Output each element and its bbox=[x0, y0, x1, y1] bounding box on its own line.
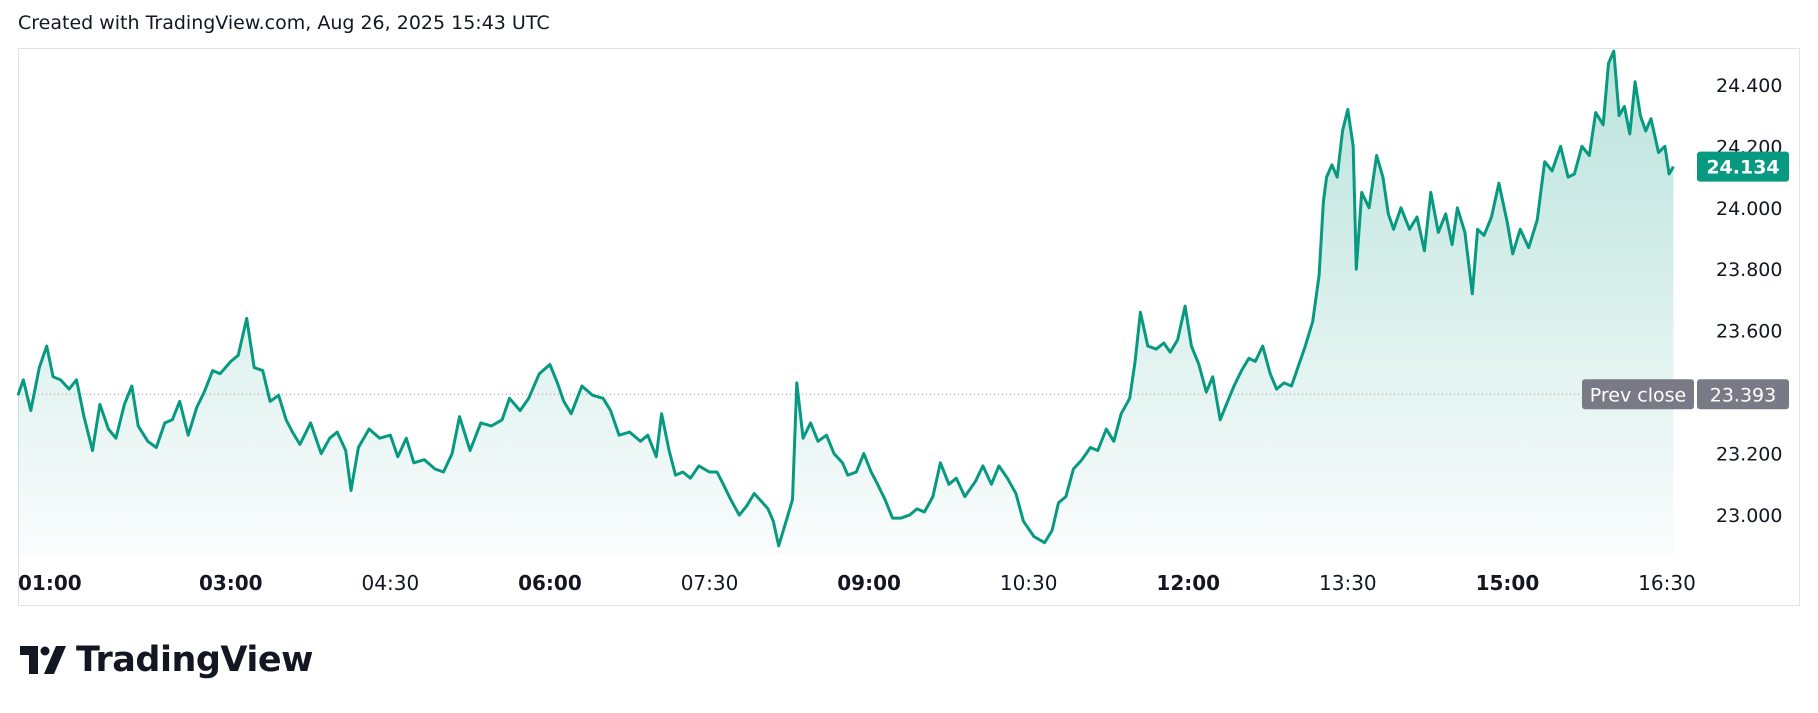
y-tick-label: 23.000 bbox=[1716, 505, 1782, 527]
y-axis: 23.00023.20023.40023.60023.80024.00024.2… bbox=[1716, 75, 1782, 527]
x-tick-label: 03:00 bbox=[199, 571, 263, 595]
tradingview-logo-icon bbox=[20, 646, 66, 674]
x-tick-label: 04:30 bbox=[362, 571, 420, 595]
chart-frame bbox=[18, 48, 1800, 606]
prev-close-badge bbox=[1582, 379, 1694, 410]
y-tick-label: 24.000 bbox=[1716, 198, 1782, 220]
brand-name: TradingView bbox=[76, 640, 313, 680]
y-tick-label: 23.200 bbox=[1716, 444, 1782, 466]
y-tick-label: 23.800 bbox=[1716, 259, 1782, 281]
x-tick-label: 13:30 bbox=[1319, 571, 1377, 595]
x-tick-label: 06:00 bbox=[518, 571, 582, 595]
price-area bbox=[18, 51, 1674, 555]
tradingview-logo: TradingView bbox=[20, 640, 313, 680]
prev-close-value: 23.393 bbox=[1710, 384, 1776, 406]
prev-close-value-badge bbox=[1697, 379, 1789, 410]
y-tick-label: 23.600 bbox=[1716, 321, 1782, 343]
price-line-layer bbox=[16, 49, 1675, 548]
x-tick-label: 15:00 bbox=[1476, 571, 1540, 595]
x-axis: 01:00 03:00 04:30 06:00 07:30 09:00 10:30 12:00… bbox=[18, 571, 1696, 595]
area-fill-layer bbox=[18, 51, 1674, 555]
x-tick-label: 07:30 bbox=[681, 571, 739, 595]
last-price-label: 24.134 bbox=[1706, 157, 1779, 179]
prev-close-label: Prev close bbox=[1590, 384, 1686, 406]
x-tick-label: 10:30 bbox=[1000, 571, 1058, 595]
price-line bbox=[16, 49, 1675, 548]
x-tick-label: 16:30 bbox=[1638, 571, 1696, 595]
y-tick-label: 24.400 bbox=[1716, 75, 1782, 97]
x-tick-label: 09:00 bbox=[837, 571, 901, 595]
x-tick-label: 01:00 bbox=[18, 571, 82, 595]
x-tick-label: 12:00 bbox=[1156, 571, 1220, 595]
chart-caption: Created with TradingView.com, Aug 26, 20… bbox=[18, 12, 550, 34]
last-price-badge bbox=[1697, 151, 1789, 182]
price-labels-layer: 24.134 Prev close 23.393 bbox=[1582, 151, 1789, 410]
